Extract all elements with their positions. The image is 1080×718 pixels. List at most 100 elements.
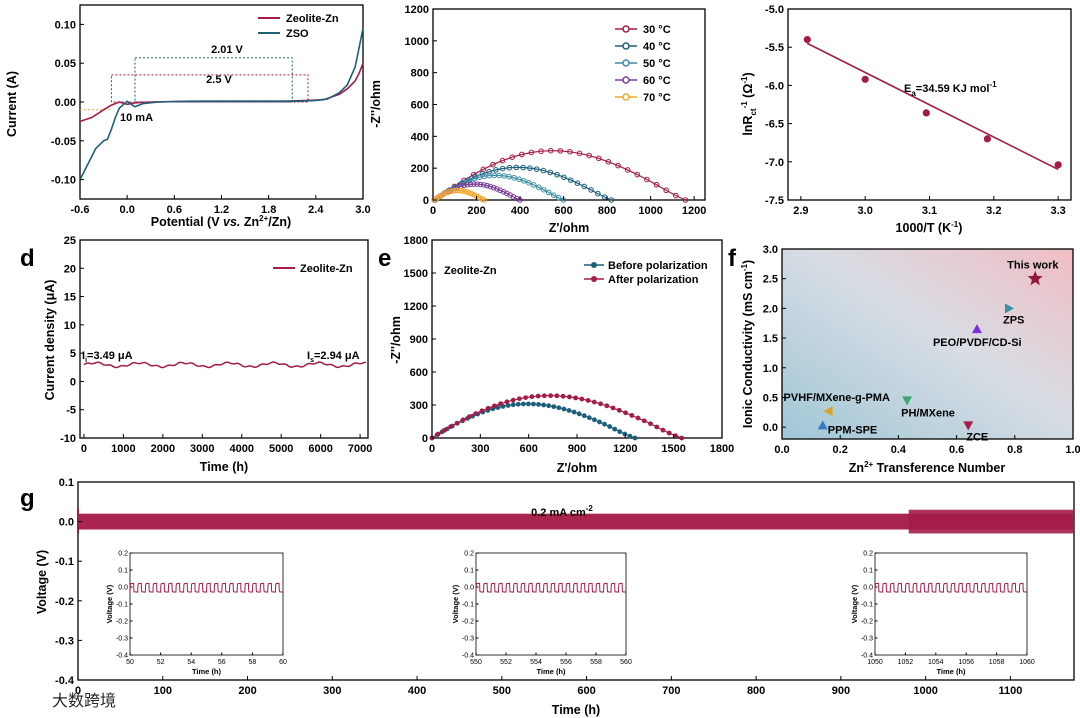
nyquist-point xyxy=(535,184,542,191)
nyquist-point xyxy=(513,195,520,202)
inset-y-tick-label: -0.2 xyxy=(462,619,474,626)
nyquist-point xyxy=(471,175,478,182)
inset-y-tick-label: 0.0 xyxy=(863,585,873,592)
x-tick-label: 600 xyxy=(577,685,595,697)
legend-swatch-marker xyxy=(622,25,630,33)
inset-x-tick-label: 52 xyxy=(157,659,165,666)
y-tick-label: 15 xyxy=(64,292,76,304)
y-tick-label: -0.3 xyxy=(55,635,74,647)
nyquist-point xyxy=(471,181,477,187)
panel-f-y-ticks: 0.0 0.5 1.0 1.5 2.0 2.5 3.0 xyxy=(763,244,786,434)
panel-b-y-ticks: 0 200 400 600 800 1000 1200 xyxy=(405,4,437,207)
nyquist-point xyxy=(490,184,497,191)
panel-e-x-ticks: 0 300 600 900 1200 1500 1800 xyxy=(429,434,734,455)
panel-a-y-label: Current (A) xyxy=(5,71,19,137)
x-tick-label: 3.1 xyxy=(922,205,937,217)
polarization-point xyxy=(473,411,479,417)
y-tick-label: 0.1 xyxy=(59,477,74,489)
panel-a-plot xyxy=(79,28,364,180)
polarization-point xyxy=(566,408,572,413)
y-tick-label: 1200 xyxy=(405,4,429,16)
label-ph-mxene: PH/MXene xyxy=(901,407,955,419)
cv-curve-zso xyxy=(79,28,364,180)
panel-g-y-label: Voltage (V) xyxy=(35,550,49,614)
polarization-point xyxy=(576,411,582,417)
polarization-point xyxy=(616,407,622,413)
y-tick-label: -5.5 xyxy=(765,42,784,54)
nyquist-point xyxy=(547,169,554,176)
inset-x-tick-label: 50 xyxy=(126,659,134,666)
x-tick-label: 0 xyxy=(429,443,435,455)
nyquist-point xyxy=(464,181,471,188)
label-zce: ZCE xyxy=(966,431,988,443)
y-tick-label: 2.0 xyxy=(763,303,778,315)
y-tick-label: -0.10 xyxy=(51,175,76,187)
polarization-point xyxy=(515,401,521,407)
x-tick-label: 500 xyxy=(493,685,511,697)
panel-c-plot xyxy=(803,35,1062,171)
panel-g-plot xyxy=(77,508,1074,534)
x-tick-label: 3.2 xyxy=(986,205,1001,217)
panel-b-nyquist-temperature: 0 200 400 600 800 1000 1200 0 200 400 600 800 1000 1… xyxy=(369,4,706,235)
y-tick-label: 900 xyxy=(410,334,428,346)
inset-y-label: Voltage (V) xyxy=(850,584,859,623)
panel-g-title: 0.2 mA cm-2 xyxy=(531,504,593,519)
polarization-point xyxy=(541,402,547,408)
inset-voltage-line xyxy=(475,582,626,593)
polarization-point xyxy=(529,394,535,400)
y-tick-label: -6.5 xyxy=(765,119,784,131)
inset-y-tick-label: 0.2 xyxy=(863,551,873,558)
polarization-point xyxy=(498,401,504,407)
y-tick-label: 10 xyxy=(64,320,76,332)
x-tick-label: 1100 xyxy=(998,685,1022,697)
panel-c-x-label: 1000/T (K-1) xyxy=(896,220,963,235)
polarization-point xyxy=(679,435,685,441)
inset-x-tick-label: 56 xyxy=(218,659,226,666)
x-tick-label: 6000 xyxy=(308,443,332,455)
panel-a-x-ticks: -0.6 0.0 0.6 1.2 1.8 2.4 3.0 xyxy=(71,195,371,216)
nyquist-point xyxy=(454,187,460,194)
y-tick-label: 0.10 xyxy=(55,19,76,31)
legend-zeolite-zn: Zeolite-Zn xyxy=(286,13,339,25)
polarization-point xyxy=(554,393,560,399)
panel-g-cycling: g 0 100 200 300 400 500 600 700 800 900 1000 1100 0… xyxy=(20,477,1075,717)
polarization-point xyxy=(585,398,591,403)
nyquist-point xyxy=(538,148,544,155)
legend-panel-d-zeolite-zn: Zeolite-Zn xyxy=(300,263,353,275)
x-tick-label: 1000 xyxy=(111,443,135,455)
x-tick-label: 0.4 xyxy=(891,444,907,456)
inset-x-tick-label: 554 xyxy=(530,659,542,666)
inset-y-tick-label: 0.2 xyxy=(464,551,474,558)
nyquist-point xyxy=(624,167,631,173)
x-tick-label: 1500 xyxy=(661,443,685,455)
legend-label: 70 °C xyxy=(643,92,671,104)
x-tick-label: 1000 xyxy=(638,205,662,217)
x-tick-label: 3000 xyxy=(190,443,214,455)
voltage-band-noisy xyxy=(908,509,1074,534)
inset-frame xyxy=(475,552,627,656)
nyquist-point xyxy=(474,181,480,187)
x-tick-label: 7000 xyxy=(348,443,372,455)
panel-e-y-label: -Z''/ohm xyxy=(389,316,403,364)
nyquist-point xyxy=(608,197,615,203)
nyquist-point xyxy=(555,194,562,201)
polarization-point xyxy=(654,424,660,430)
polarization-point xyxy=(523,395,529,400)
activation-energy-label: Ea=34.59 KJ mol-1 xyxy=(904,80,997,98)
panel-f-letter: f xyxy=(728,245,737,272)
voltage-band xyxy=(78,513,1074,530)
nyquist-point xyxy=(557,148,564,154)
steady-current-label: Is=2.94 μA xyxy=(307,350,360,364)
x-tick-label: 0.6 xyxy=(167,204,182,216)
legend-swatch-marker xyxy=(591,262,597,268)
annotation-2-5-v: 2.5 V xyxy=(206,74,232,86)
y-tick-label: 25 xyxy=(64,235,76,247)
nyquist-point xyxy=(540,186,547,193)
nyquist-line-0 xyxy=(434,150,686,201)
polarization-point xyxy=(571,409,577,415)
inset-x-tick-label: 1060 xyxy=(1019,659,1035,666)
polarization-point xyxy=(607,424,613,429)
x-tick-label: 0.0 xyxy=(774,444,789,456)
inset-x-tick-label: 1054 xyxy=(928,659,944,666)
label-ppm-spe: PPM-SPE xyxy=(828,424,878,436)
